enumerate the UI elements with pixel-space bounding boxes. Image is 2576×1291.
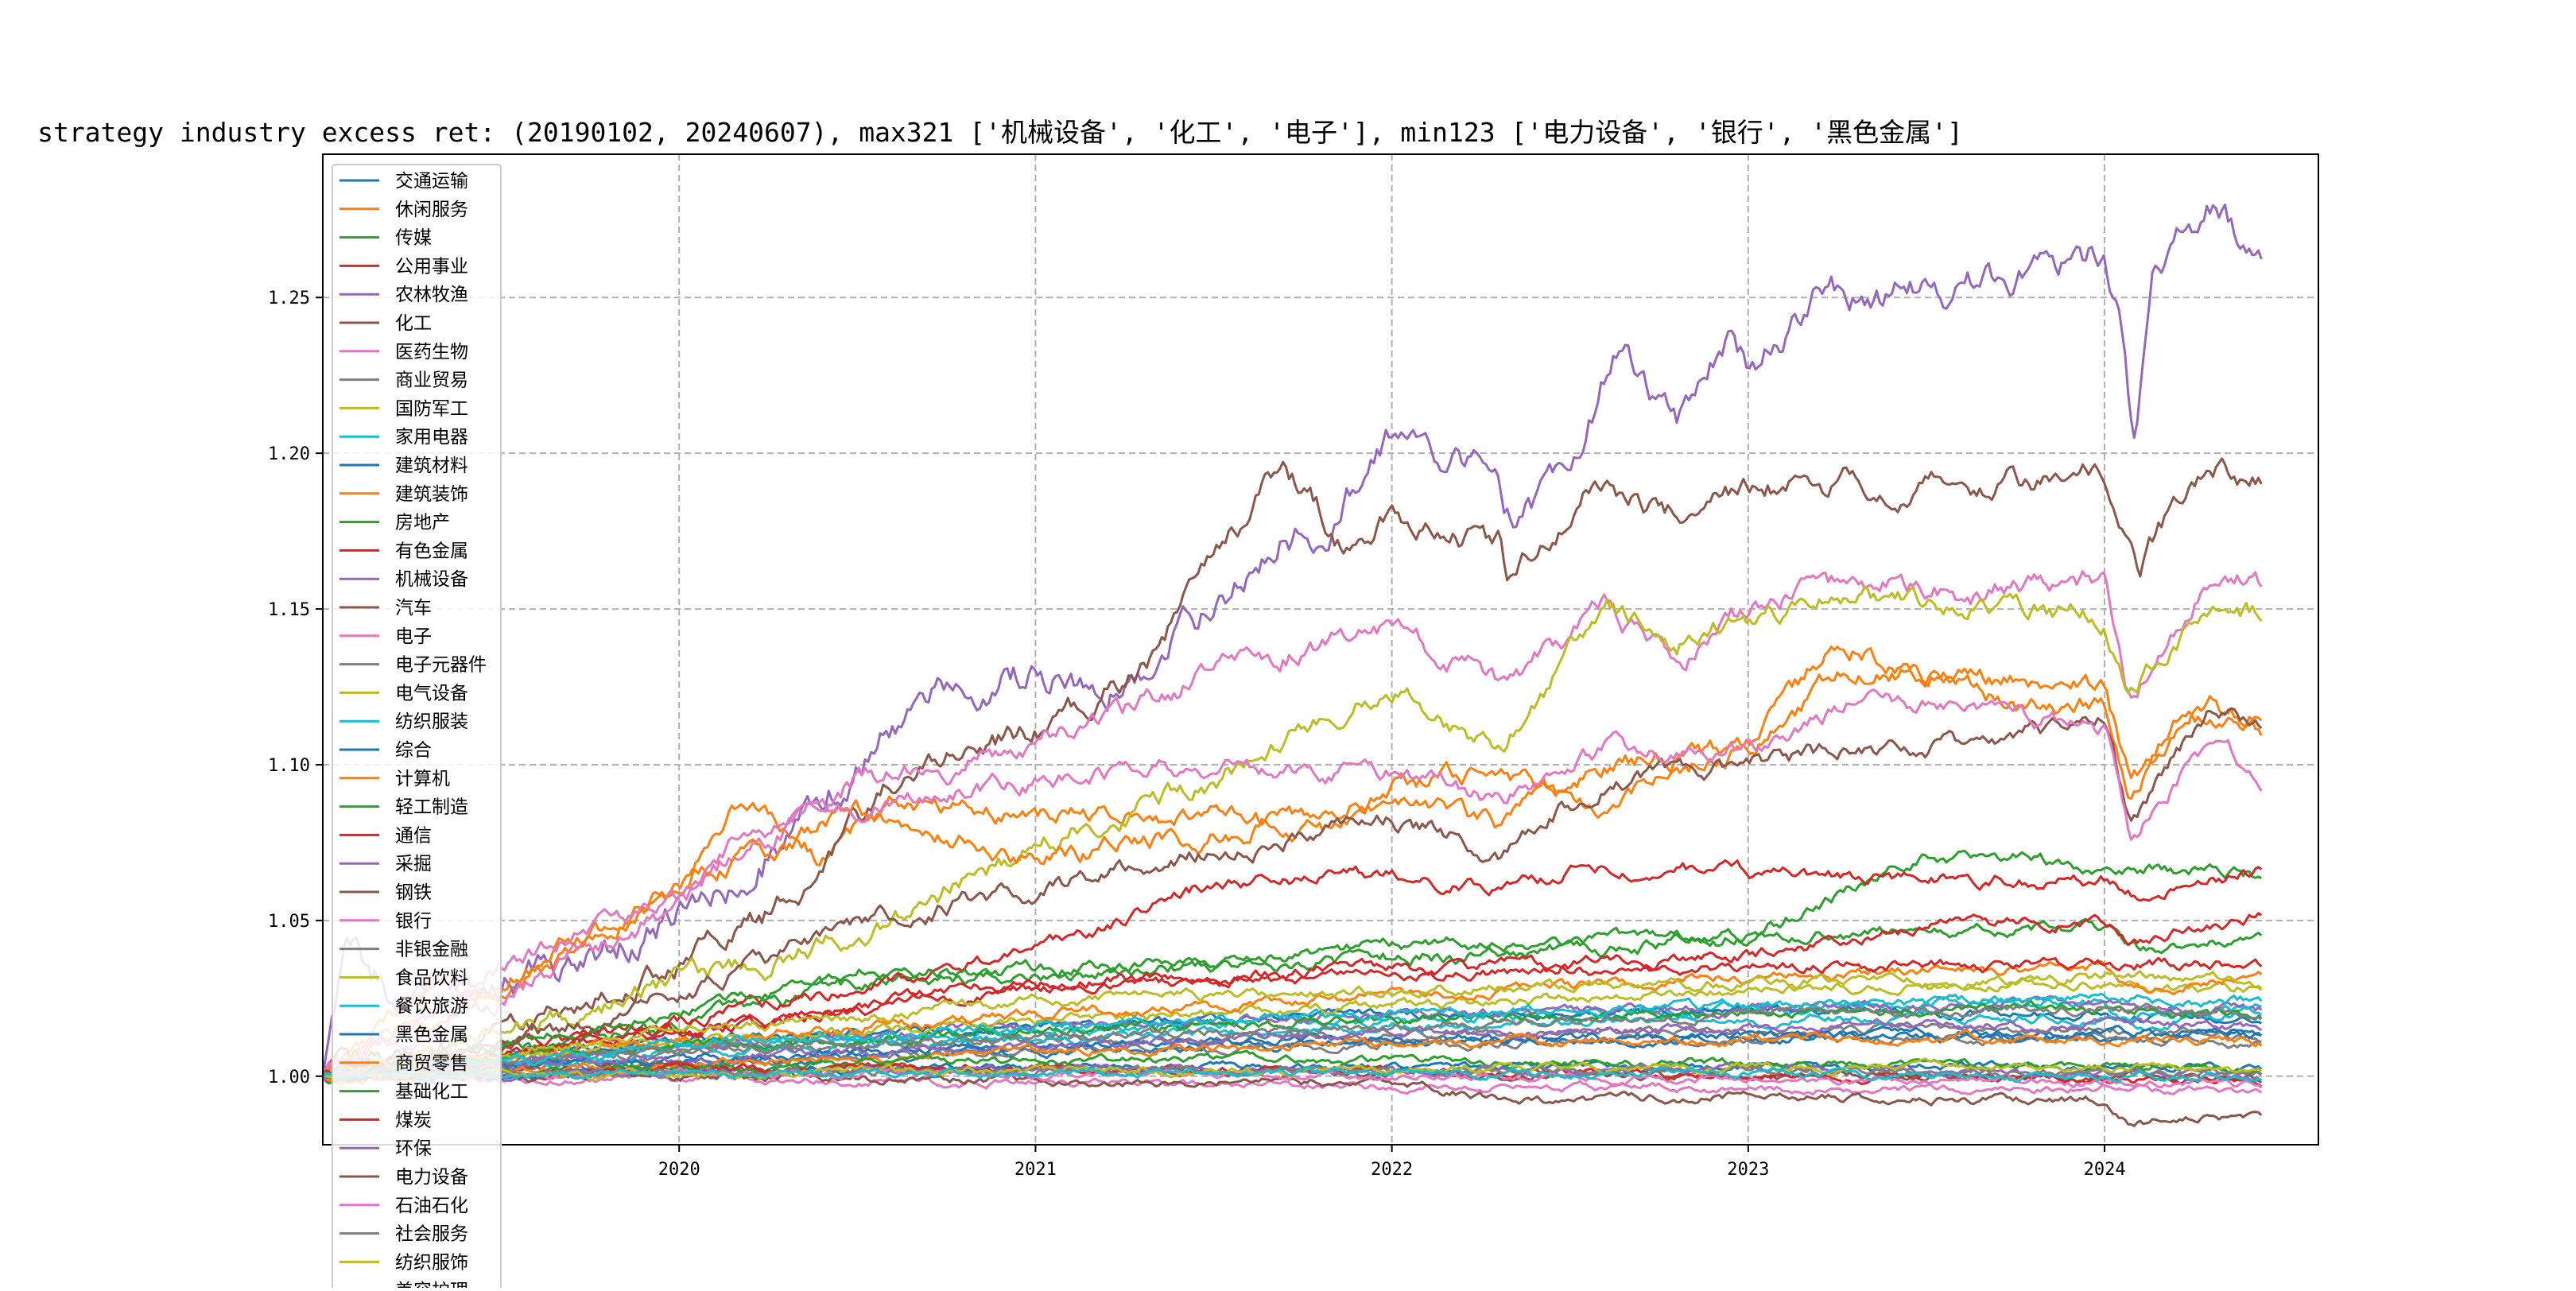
- series-line: [321, 585, 2263, 1088]
- series-line: [321, 956, 2263, 1080]
- chart-title: strategy industry excess ret: (20190102,…: [37, 117, 1963, 148]
- legend-label: 环保: [395, 1138, 432, 1159]
- x-tick-label: 2021: [1014, 1160, 1057, 1180]
- legend-label: 电气设备: [395, 683, 468, 704]
- legend-label: 银行: [395, 911, 432, 932]
- series-line: [322, 1016, 2263, 1078]
- x-tick-label: 2022: [1371, 1160, 1413, 1180]
- legend-label: 有色金属: [395, 541, 468, 561]
- legend-label: 基础化工: [395, 1082, 468, 1103]
- legend-label: 交通运输: [395, 171, 468, 192]
- series-lines: [321, 204, 2263, 1127]
- legend-label: 综合: [395, 740, 432, 761]
- series-line: [321, 688, 2263, 1077]
- series-line: [322, 570, 2263, 1080]
- series-line: [321, 646, 2263, 1081]
- series-line: [322, 1065, 2263, 1084]
- y-tick-label: 1.20: [268, 444, 310, 464]
- legend-label: 公用事业: [395, 256, 468, 277]
- legend-label: 餐饮旅游: [395, 996, 468, 1017]
- legend-label: 化工: [395, 313, 432, 334]
- legend-box: [332, 164, 502, 1291]
- series-line: [321, 849, 2262, 1085]
- legend-label: 建筑材料: [395, 456, 468, 476]
- legend-label: 计算机: [395, 769, 450, 789]
- series-line: [322, 917, 2263, 1080]
- legend-label: 传媒: [395, 228, 432, 249]
- y-tick-label: 1.15: [268, 600, 310, 620]
- legend-label: 房地产: [395, 513, 450, 533]
- legend-label: 商业贸易: [395, 370, 468, 391]
- legend-label: 医药生物: [395, 342, 468, 362]
- legend-label: 农林牧渔: [395, 285, 468, 305]
- x-tick-label: 2024: [2084, 1160, 2126, 1180]
- y-tick-label: 1.10: [268, 756, 310, 776]
- legend-label: 纺织服饰: [395, 1252, 468, 1273]
- legend-label: 电子: [395, 626, 432, 647]
- legend-label: 钢铁: [395, 882, 432, 903]
- series-line: [321, 204, 2263, 1077]
- legend-label: 电力设备: [395, 1167, 468, 1188]
- legend-label: 纺织服装: [395, 711, 468, 732]
- y-tick-label: 1.00: [268, 1068, 310, 1087]
- legend-label: 美容护理: [395, 1281, 468, 1288]
- y-tick-label: 1.25: [268, 289, 310, 308]
- series-line: [322, 707, 2263, 1083]
- series-line: [322, 970, 2263, 1080]
- legend-label: 煤炭: [395, 1110, 432, 1130]
- legend-label: 采掘: [395, 854, 432, 874]
- legend-label: 通信: [395, 825, 432, 846]
- x-tick-label: 2020: [658, 1160, 700, 1180]
- x-tick-label: 2023: [1727, 1160, 1769, 1180]
- axes: 2020 2021 2022 2023 2024 1.00 1.05 1.10 1.15 1.20…: [268, 289, 2126, 1180]
- series-line: [321, 1002, 2263, 1083]
- series-line: [323, 992, 2263, 1078]
- legend-label: 国防军工: [395, 398, 468, 419]
- legend-label: 电子元器件: [395, 655, 487, 676]
- series-line: [322, 976, 2263, 1080]
- legend-label: 轻工制造: [395, 797, 468, 818]
- legend-label: 机械设备: [395, 569, 468, 590]
- plot-frame: [322, 153, 2319, 1146]
- legend-label: 汽车: [395, 598, 432, 618]
- legend-label: 社会服务: [395, 1224, 468, 1245]
- legend: 交通运输休闲服务传媒公用事业农林牧渔化工医药生物商业贸易国防军工家用电器建筑材料…: [332, 164, 502, 1291]
- legend-label: 家用电器: [395, 427, 468, 448]
- legend-label: 石油石化: [395, 1196, 468, 1216]
- legend-label: 休闲服务: [395, 200, 468, 220]
- legend-label: 黑色金属: [395, 1025, 468, 1045]
- y-tick-label: 1.05: [268, 912, 310, 932]
- legend-label: 商贸零售: [395, 1053, 468, 1074]
- legend-label: 食品饮料: [395, 967, 468, 988]
- legend-label: 建筑装饰: [395, 484, 468, 505]
- series-line: [321, 457, 2263, 1077]
- legend-label: 非银金融: [395, 940, 468, 960]
